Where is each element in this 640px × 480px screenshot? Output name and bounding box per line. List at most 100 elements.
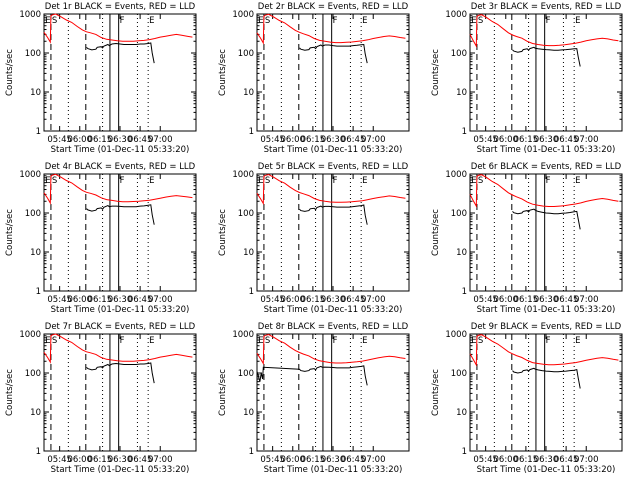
lld-rate-line — [256, 13, 406, 45]
y-tick-label: 10 — [243, 248, 254, 258]
x-tick-label: 06:00 — [281, 455, 306, 465]
events-rate-line — [86, 362, 155, 384]
events-rate-line — [299, 43, 368, 64]
x-tick-label: 07:00 — [361, 295, 386, 305]
chart-title: Det 5r BLACK = Events, RED = LLD — [258, 162, 409, 172]
x-tick-label: 05:45 — [260, 295, 285, 305]
y-axis-label: Counts/sec — [431, 49, 441, 96]
x-tick-label: 05:45 — [260, 455, 285, 465]
event-marker-s: S — [478, 176, 483, 186]
x-tick-label: 07:00 — [148, 295, 173, 305]
chart-svg: Det 9r BLACK = Events, RED = LLD 1 10 100 10… — [431, 322, 623, 475]
x-tick-label: 06:45 — [341, 455, 366, 465]
chart-title: Det 8r BLACK = Events, RED = LLD — [258, 322, 409, 332]
chart-svg: Det 1r BLACK = Events, RED = LLD 1 10 100 10… — [5, 2, 197, 155]
detector-panel-3: Det 3r BLACK = Events, RED = LLD 1 10 100 10… — [426, 0, 636, 160]
x-tick-label: 06:45 — [128, 455, 153, 465]
event-marker-s: S — [52, 176, 57, 186]
x-tick-label: 06:15 — [514, 455, 539, 465]
chart-title: Det 4r BLACK = Events, RED = LLD — [45, 162, 196, 172]
event-marker-e: E — [362, 336, 367, 346]
x-axis-label: Start Time (01-Dec-11 05:33:20) — [477, 145, 616, 155]
x-axis-label: Start Time (01-Dec-11 05:33:20) — [264, 305, 403, 315]
x-axis-label: Start Time (01-Dec-11 05:33:20) — [264, 145, 403, 155]
x-tick-label: 07:00 — [574, 135, 599, 145]
y-tick-label: 1 — [462, 287, 467, 297]
y-axis-label: Counts/sec — [218, 49, 228, 96]
x-tick-label: 06:15 — [301, 135, 326, 145]
event-marker-e: E — [258, 336, 263, 346]
x-tick-label: 05:45 — [47, 295, 72, 305]
chart-svg: Det 2r BLACK = Events, RED = LLD 1 10 100 10… — [218, 2, 410, 155]
event-marker-f: F — [120, 16, 125, 26]
chart-svg: Det 5r BLACK = Events, RED = LLD 1 10 100 10… — [218, 162, 410, 315]
y-tick-label: 10 — [30, 88, 41, 98]
chart-title: Det 2r BLACK = Events, RED = LLD — [258, 2, 409, 12]
y-tick-label: 1000 — [232, 170, 254, 180]
y-tick-label: 100 — [451, 369, 467, 379]
x-tick-label: 06:30 — [321, 295, 346, 305]
x-tick-label: 06:30 — [108, 135, 133, 145]
x-axis-label: Start Time (01-Dec-11 05:33:20) — [51, 145, 190, 155]
x-tick-label: 06:45 — [128, 295, 153, 305]
event-marker-f: F — [333, 336, 338, 346]
plot-frame — [43, 333, 197, 452]
lld-rate-line — [469, 174, 619, 208]
event-marker-s: S — [265, 16, 270, 26]
plot-frame — [469, 13, 623, 132]
y-tick-label: 1000 — [19, 170, 41, 180]
x-tick-label: 06:00 — [68, 295, 93, 305]
x-tick-label: 06:00 — [281, 135, 306, 145]
y-axis-label: Counts/sec — [5, 49, 15, 96]
event-marker-e: E — [471, 336, 476, 346]
y-tick-label: 1000 — [445, 10, 467, 20]
y-tick-label: 1 — [249, 127, 254, 137]
x-tick-label: 07:00 — [361, 135, 386, 145]
plot-frame — [43, 13, 197, 132]
plot-frame — [43, 173, 197, 292]
y-tick-label: 100 — [451, 49, 467, 59]
y-tick-label: 1 — [249, 447, 254, 457]
event-marker-e: E — [575, 16, 580, 26]
lld-rate-line — [256, 173, 406, 206]
detector-panel-8: Det 8r BLACK = Events, RED = LLD 1 10 100 10… — [213, 320, 423, 480]
y-tick-label: 100 — [238, 49, 254, 59]
detector-panel-7: Det 7r BLACK = Events, RED = LLD 1 10 100 10… — [0, 320, 210, 480]
event-marker-e: E — [471, 176, 476, 186]
chart-title: Det 3r BLACK = Events, RED = LLD — [471, 2, 622, 12]
event-marker-e: E — [45, 336, 50, 346]
x-axis-label: Start Time (01-Dec-11 05:33:20) — [51, 465, 190, 475]
y-tick-label: 10 — [456, 88, 467, 98]
event-marker-e: E — [471, 16, 476, 26]
y-tick-label: 100 — [25, 369, 41, 379]
x-tick-label: 06:45 — [341, 135, 366, 145]
chart-svg: Det 3r BLACK = Events, RED = LLD 1 10 100 10… — [431, 2, 623, 155]
event-marker-e: E — [149, 336, 154, 346]
x-tick-label: 06:15 — [514, 295, 539, 305]
x-tick-label: 06:15 — [88, 455, 113, 465]
y-tick-label: 1 — [36, 127, 41, 137]
detector-panel-9: Det 9r BLACK = Events, RED = LLD 1 10 100 10… — [426, 320, 636, 480]
detector-panel-4: Det 4r BLACK = Events, RED = LLD 1 10 100 10… — [0, 160, 210, 320]
lld-rate-line — [43, 173, 193, 205]
x-tick-label: 06:45 — [554, 455, 579, 465]
x-tick-label: 05:45 — [47, 135, 72, 145]
y-axis-label: Counts/sec — [218, 209, 228, 256]
x-tick-label: 06:45 — [128, 135, 153, 145]
y-tick-label: 1 — [36, 447, 41, 457]
event-marker-s: S — [52, 16, 57, 26]
chart-title: Det 1r BLACK = Events, RED = LLD — [45, 2, 196, 12]
y-tick-label: 100 — [451, 209, 467, 219]
x-tick-label: 07:00 — [574, 295, 599, 305]
x-tick-label: 05:45 — [47, 455, 72, 465]
y-axis-label: Counts/sec — [5, 209, 15, 256]
detector-panel-6: Det 6r BLACK = Events, RED = LLD 1 10 100 10… — [426, 160, 636, 320]
y-tick-label: 1 — [249, 287, 254, 297]
event-marker-s: S — [52, 336, 57, 346]
event-marker-e: E — [258, 176, 263, 186]
event-marker-s: S — [478, 16, 483, 26]
lld-rate-line — [469, 14, 619, 48]
event-marker-f: F — [333, 176, 338, 186]
x-tick-label: 06:00 — [494, 135, 519, 145]
x-tick-label: 06:00 — [281, 295, 306, 305]
